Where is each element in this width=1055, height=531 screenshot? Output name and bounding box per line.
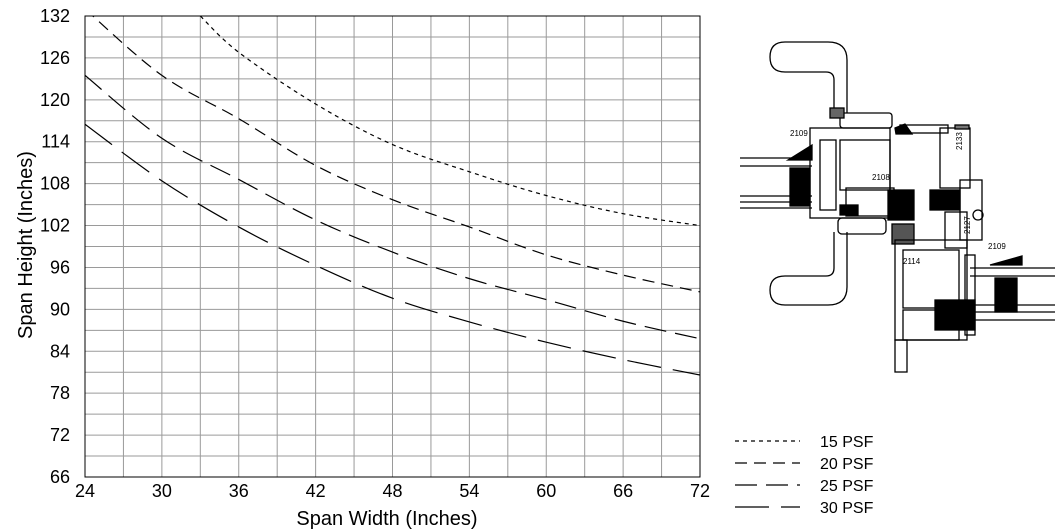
glazing-gasket bbox=[994, 277, 1018, 313]
glazing-gasket bbox=[989, 255, 1023, 266]
part-label: 2108 bbox=[872, 173, 890, 182]
glazing-gasket bbox=[934, 299, 976, 331]
glazing-gasket bbox=[789, 167, 811, 207]
x-tick-label: 42 bbox=[306, 481, 326, 501]
weatherstrip bbox=[887, 189, 915, 221]
part-label: 2133 bbox=[955, 132, 964, 150]
chart-grid bbox=[85, 16, 700, 477]
chart-series bbox=[85, 16, 700, 376]
x-tick-label: 30 bbox=[152, 481, 172, 501]
y-axis-ticks: 66 72 78 84 90 96 102 108 114 120 126 132 bbox=[40, 6, 70, 487]
y-tick-label: 72 bbox=[50, 425, 70, 445]
series-line-30-psf bbox=[85, 123, 700, 376]
frame-section-diagram bbox=[740, 41, 1055, 373]
y-axis-title: Span Height (Inches) bbox=[15, 151, 37, 339]
x-tick-label: 72 bbox=[690, 481, 710, 501]
part-label: 2109 bbox=[790, 129, 808, 138]
x-axis-ticks: 24 30 36 42 48 54 60 66 72 bbox=[75, 481, 710, 501]
x-tick-label: 24 bbox=[75, 481, 95, 501]
x-tick-label: 66 bbox=[613, 481, 633, 501]
part-label: 2127 bbox=[963, 216, 972, 234]
legend-label: 15 PSF bbox=[820, 434, 874, 451]
legend-label: 20 PSF bbox=[820, 456, 874, 473]
y-tick-label: 120 bbox=[40, 90, 70, 110]
x-axis-title: Span Width (Inches) bbox=[296, 508, 477, 530]
weatherstrip bbox=[929, 189, 961, 211]
y-tick-label: 126 bbox=[40, 48, 70, 68]
series-line-25-psf bbox=[85, 74, 700, 340]
upper-handle bbox=[769, 41, 848, 113]
legend-label: 25 PSF bbox=[820, 478, 874, 495]
lower-handle bbox=[769, 232, 848, 306]
y-tick-label: 84 bbox=[50, 341, 70, 361]
legend-label: 30 PSF bbox=[820, 500, 874, 517]
y-tick-label: 90 bbox=[50, 299, 70, 319]
y-tick-label: 66 bbox=[50, 467, 70, 487]
y-tick-label: 114 bbox=[41, 132, 70, 152]
y-tick-label: 102 bbox=[40, 216, 70, 236]
part-label: 2109 bbox=[988, 242, 1006, 251]
x-tick-label: 36 bbox=[229, 481, 249, 501]
x-tick-label: 60 bbox=[536, 481, 556, 501]
series-line-20-psf bbox=[91, 16, 700, 293]
y-tick-label: 96 bbox=[50, 257, 70, 277]
y-tick-label: 132 bbox=[40, 6, 70, 26]
glazing-gasket bbox=[785, 143, 813, 161]
x-tick-label: 48 bbox=[382, 481, 402, 501]
chart-legend: 15 PSF 20 PSF 25 PSF 30 PSF bbox=[735, 434, 874, 517]
y-tick-label: 108 bbox=[40, 174, 70, 194]
part-label: 2114 bbox=[903, 257, 921, 266]
y-tick-label: 78 bbox=[50, 383, 70, 403]
plot-area-frame bbox=[84, 15, 701, 478]
frame-section-part-labels: 2109 2133 2108 2127 2109 2114 bbox=[790, 129, 1006, 266]
x-tick-label: 54 bbox=[459, 481, 479, 501]
